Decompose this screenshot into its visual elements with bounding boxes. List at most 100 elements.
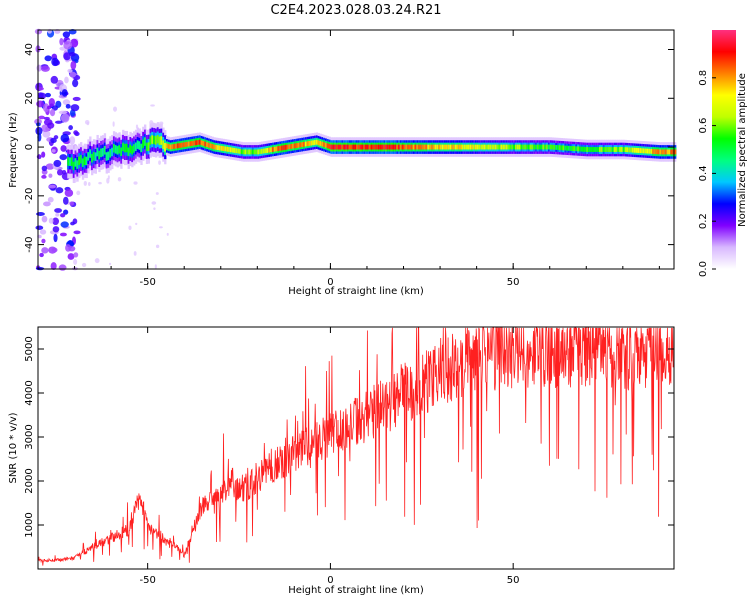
spectrogram-cell — [244, 149, 247, 155]
spectrogram-cell — [456, 144, 459, 150]
noise-blob — [49, 108, 56, 117]
spectrogram-cell — [515, 144, 518, 150]
spectrogram-cell — [401, 144, 405, 150]
spectrogram-cell — [133, 144, 136, 153]
spectrogram-cell — [407, 144, 410, 150]
spectrogram-cell — [589, 147, 593, 152]
spectrogram-cell — [421, 144, 425, 150]
spectrogram-cell — [229, 147, 233, 153]
noise-blob — [98, 181, 102, 185]
spectrogram-cell — [666, 149, 670, 155]
spectrogram-cell — [100, 148, 103, 158]
noise-blob — [41, 151, 46, 158]
noise-blob — [38, 115, 45, 120]
noise-blob — [62, 31, 71, 38]
spectrogram-cell — [173, 144, 176, 149]
spectrogram-cell — [310, 140, 313, 146]
spectrogram-cell — [270, 147, 273, 153]
y-tick-label: 5000 — [24, 336, 35, 361]
noise-blob — [59, 154, 68, 161]
spectrogram-cell — [315, 139, 319, 145]
x-tick-label: 0 — [327, 575, 333, 586]
spectrogram-cell — [568, 145, 571, 151]
spectrogram-cell — [388, 144, 392, 150]
spectrogram-cell — [535, 144, 538, 150]
spectrogram-cell — [80, 154, 83, 164]
spectrogram-cell — [250, 149, 253, 155]
noise-blob — [64, 189, 74, 197]
spectrogram-cell — [112, 144, 116, 153]
noise-blob — [60, 145, 67, 152]
noise-blob — [155, 192, 159, 195]
spectrogram-cell — [641, 148, 644, 154]
y-tick-label: 0 — [24, 144, 35, 150]
noise-blob — [112, 121, 115, 127]
noise-blob — [51, 149, 56, 153]
spectrogram-cell — [454, 144, 458, 150]
noise-blob — [72, 79, 79, 88]
spectrogram-cell — [255, 149, 258, 155]
spectrogram-cell — [467, 144, 470, 150]
spectrogram-cell — [239, 148, 242, 154]
spectrogram-cell — [81, 158, 85, 167]
spectrogram-cell — [275, 146, 278, 152]
spectrogram-cell — [613, 147, 617, 152]
noise-blob — [41, 174, 47, 179]
spectrogram-cell — [131, 145, 134, 155]
spectrogram-cell — [301, 142, 304, 148]
spectrogram-cell — [540, 144, 543, 150]
spectrogram-cell — [525, 144, 529, 150]
noise-blob — [153, 207, 156, 211]
spectrogram-cell — [200, 140, 203, 146]
spectrogram-cell — [502, 144, 505, 150]
noise-blob — [68, 125, 73, 131]
spectrogram-cell — [577, 146, 580, 152]
spectrogram-cell — [383, 144, 386, 150]
noise-blob — [158, 160, 161, 165]
spectrogram-cell — [235, 148, 238, 154]
spectrogram-cell — [631, 147, 635, 153]
noise-blob — [63, 40, 73, 50]
noise-blob — [166, 232, 169, 236]
spectrogram-cell — [564, 145, 567, 151]
noise-blob — [41, 247, 49, 254]
noise-blob — [94, 258, 100, 264]
spectrogram-cell — [527, 144, 531, 150]
spectrogram-cell — [507, 144, 511, 150]
spectrogram-cell — [189, 141, 193, 147]
spectrogram-cell — [96, 147, 99, 157]
spectrogram-cell — [463, 144, 467, 150]
snr-plot — [37, 327, 674, 566]
noise-blob — [64, 76, 69, 84]
spectrogram-cell — [111, 147, 114, 157]
spectrogram-cell — [257, 149, 260, 155]
spectrogram-cell — [178, 143, 182, 148]
spectrogram-frame — [37, 29, 675, 270]
spectrogram-cell — [626, 147, 629, 153]
noise-blob — [135, 222, 138, 226]
spectrogram-cell — [668, 149, 671, 155]
noise-blob — [61, 89, 68, 97]
noise-blob — [73, 230, 81, 235]
spectrogram-cell — [664, 149, 668, 155]
spectrogram-cell — [109, 149, 112, 158]
noise-blob — [56, 169, 64, 176]
noise-blob — [48, 97, 55, 107]
spectrogram-cell — [297, 142, 300, 148]
spectrogram-cell — [597, 147, 600, 152]
noise-blob — [61, 169, 67, 175]
spectrogram-cell — [154, 136, 158, 145]
spectrogram-cell — [451, 144, 454, 150]
spectrogram-cell — [304, 141, 308, 147]
snr-y-axis-label: SNR (10 * v/v) — [8, 412, 19, 483]
spectrogram-cell — [240, 149, 244, 155]
spectrogram-cell — [123, 143, 127, 153]
spectrogram-cell — [266, 147, 269, 153]
spectrogram-cell — [533, 144, 536, 150]
spectrogram-cell — [399, 144, 403, 150]
spectrogram-cell — [165, 143, 169, 149]
spectrogram-cell — [374, 144, 377, 150]
spectrogram-cell — [642, 148, 646, 154]
spectrogram-cell — [663, 149, 666, 155]
colorbar-tick-label: 0.4 — [698, 165, 709, 181]
